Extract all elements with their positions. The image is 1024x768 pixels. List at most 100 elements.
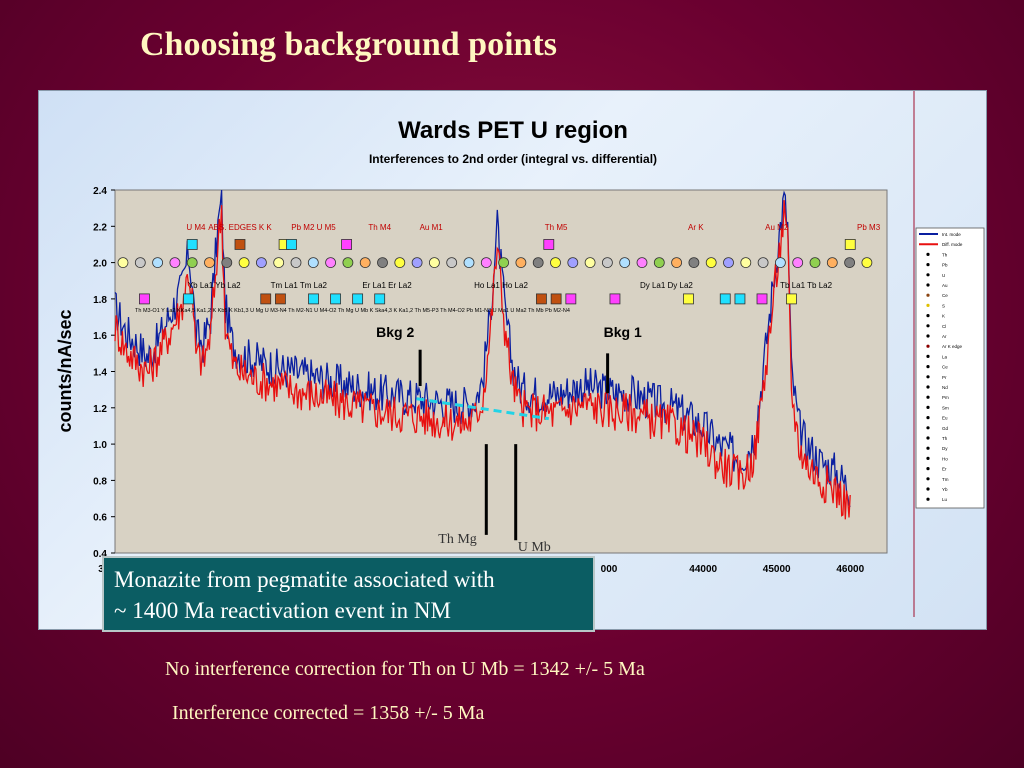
interference-symbol	[734, 293, 746, 305]
chart-title: Wards PET U region	[398, 117, 628, 144]
legend-swatch	[926, 273, 930, 277]
interference-symbol	[352, 293, 364, 305]
interference-symbol	[683, 293, 694, 305]
legend-swatch	[926, 375, 930, 379]
interference-symbol	[394, 257, 406, 269]
interference-symbol	[275, 293, 286, 305]
caption-box: Monazite from pegmatite associated with …	[102, 556, 595, 632]
legend-label: Tm	[942, 477, 949, 482]
interference-symbol	[428, 257, 440, 269]
y-tick-label: 0.4	[93, 549, 107, 560]
y-axis-label: counts/nA/sec	[55, 309, 75, 432]
chart-subtitle: Interferences to 2nd order (integral vs.…	[369, 152, 657, 166]
top-label: Au M1	[420, 223, 444, 232]
interference-symbol	[705, 257, 717, 269]
x-tick-label: 000	[601, 564, 618, 575]
legend-label: Pr	[942, 375, 947, 380]
mid-label: Tb La1 Tb La2	[780, 281, 832, 290]
interference-symbol	[786, 293, 797, 305]
interference-symbol	[325, 257, 337, 269]
interference-symbol	[238, 257, 250, 269]
interference-symbol	[342, 257, 354, 269]
interference-symbol	[169, 257, 181, 269]
interference-symbol	[273, 257, 285, 269]
interference-symbol	[532, 257, 544, 269]
note-corrected: Interference corrected = 1358 +/- 5 Ma	[172, 702, 485, 724]
interference-symbol	[809, 257, 821, 269]
legend-swatch	[926, 385, 930, 389]
legend-swatch	[926, 263, 930, 267]
legend-label: Ce	[942, 293, 948, 298]
interference-symbol	[255, 257, 267, 269]
legend-box	[915, 227, 985, 509]
legend-label: Yb	[942, 487, 948, 492]
legend-swatch	[926, 416, 930, 420]
legend-swatch	[926, 395, 930, 399]
interference-symbol	[826, 257, 838, 269]
interference-symbol	[480, 257, 492, 269]
legend-swatch	[926, 487, 930, 491]
y-tick-label: 1.2	[93, 404, 107, 415]
legend-label: U	[942, 273, 945, 278]
top-label: Th M5	[545, 223, 568, 232]
interference-symbol	[374, 293, 386, 305]
interference-symbol	[740, 257, 752, 269]
legend-swatch	[926, 477, 930, 481]
x-tick-label: 3	[98, 564, 104, 575]
plot-area	[114, 189, 888, 554]
slide-title: Choosing background points	[140, 26, 557, 63]
legend-swatch	[926, 324, 930, 328]
interference-symbol	[567, 257, 579, 269]
interference-symbol	[290, 257, 302, 269]
top-label: ABS. EDGES K K	[208, 223, 272, 232]
legend-swatch	[926, 344, 930, 348]
top-label: U M4	[186, 223, 206, 232]
interference-symbol	[186, 239, 198, 250]
legend-swatch	[926, 365, 930, 369]
marker-label: Bkg 1	[604, 324, 642, 340]
interference-symbol	[757, 257, 769, 269]
legend-label: Eu	[942, 416, 948, 421]
legend-label: Pb	[942, 263, 948, 268]
interference-symbol	[183, 293, 194, 305]
caption-line-2: ~ 1400 Ma reactivation event in NM	[114, 598, 451, 623]
interference-symbol	[609, 293, 621, 305]
y-tick-label: 1.0	[93, 440, 107, 451]
y-tick-label: 1.4	[93, 368, 107, 379]
legend-label: Dy	[942, 446, 948, 451]
legend-label: Ar K edge	[942, 344, 963, 349]
legend-swatch	[926, 467, 930, 471]
legend-swatch	[926, 456, 930, 460]
top-label: Ar K	[688, 223, 704, 232]
interference-symbol	[117, 257, 129, 269]
chart-svg: Wards PET U region Interferences to 2nd o…	[55, 91, 985, 617]
interference-symbol	[308, 293, 319, 305]
legend-swatch	[926, 446, 930, 450]
interference-symbol	[152, 257, 163, 269]
legend-label: Ce	[942, 365, 948, 370]
interference-symbol	[565, 293, 577, 305]
legend-label: Th	[942, 252, 948, 257]
top-label: Pb M2 U M5	[291, 223, 336, 232]
interference-symbol	[688, 257, 700, 269]
mid-label: Er La1 Er La2	[362, 281, 412, 290]
interference-symbol	[550, 293, 562, 305]
interference-symbol	[602, 257, 613, 269]
interference-symbol	[204, 257, 215, 269]
y-tick-label: 2.2	[93, 222, 107, 233]
legend-swatch	[926, 436, 930, 440]
interference-symbol	[377, 257, 388, 269]
interference-symbol	[359, 257, 371, 269]
legend-swatch	[926, 334, 930, 338]
y-tick-label: 0.6	[93, 513, 107, 524]
interference-symbol	[719, 293, 731, 305]
y-tick-label: 0.8	[93, 476, 107, 487]
interference-symbol	[653, 257, 665, 269]
interference-symbol	[550, 257, 561, 269]
legend-swatch	[926, 252, 930, 256]
legend-label: Diff. mode	[942, 242, 963, 247]
chart-frame: Wards PET U region Interferences to 2nd o…	[38, 90, 987, 630]
interference-symbol	[286, 239, 297, 250]
marker-label: U Mb	[518, 540, 551, 555]
legend-label: Ho	[942, 456, 948, 461]
